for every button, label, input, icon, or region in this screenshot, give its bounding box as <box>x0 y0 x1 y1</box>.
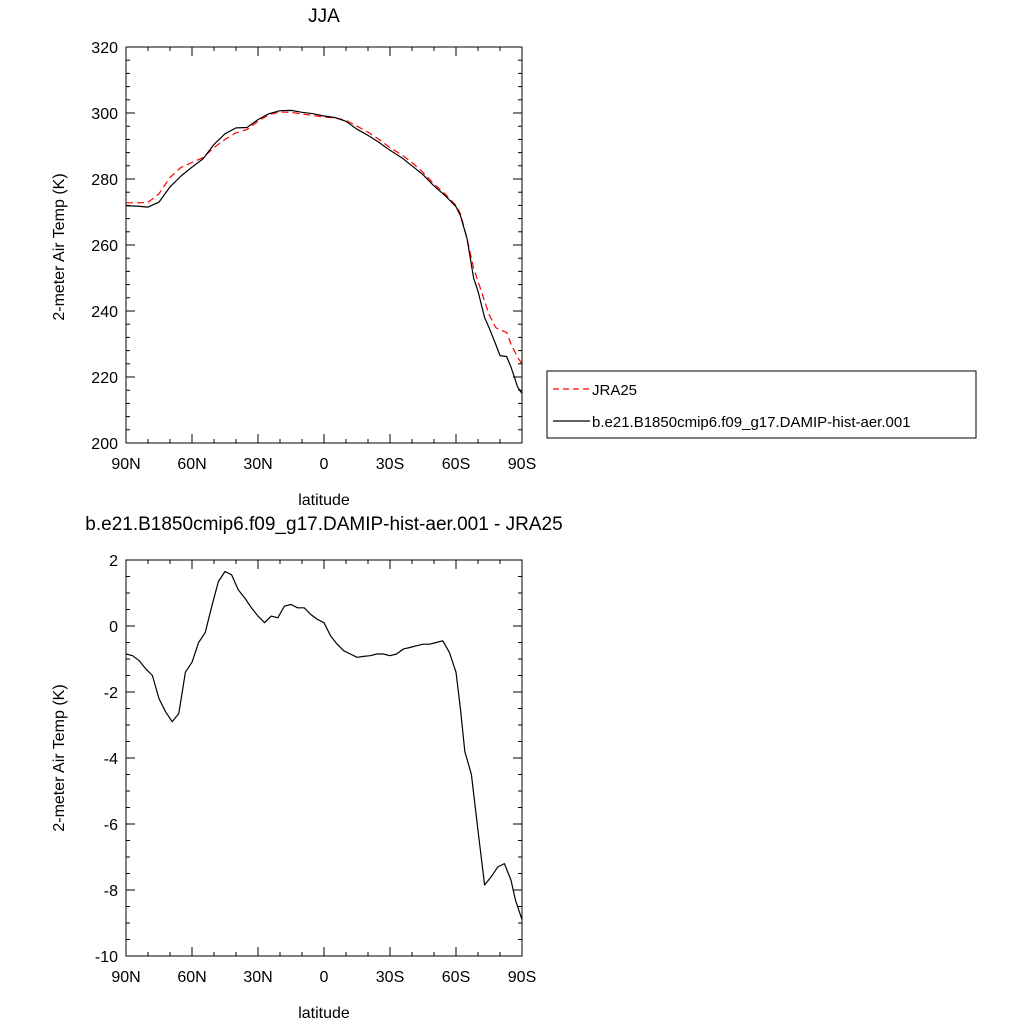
top-chart-y-tick-label: 240 <box>91 304 118 321</box>
bottom-chart-x-tick-label: 30N <box>243 969 272 986</box>
top-chart-y-tick-label: 260 <box>91 238 118 255</box>
bottom-chart-x-tick-label: 60N <box>177 969 206 986</box>
top-chart-y-tick-label: 320 <box>91 40 118 57</box>
bottom-chart-frame <box>125 559 523 957</box>
top-chart-x-tick-label: 0 <box>320 456 329 473</box>
bottom-chart-x-tick-label: 0 <box>320 969 329 986</box>
top-chart: JJA 90N 60N 30N 0 30S 60S 90S 200 220 240 260 280 30… <box>51 6 977 509</box>
top-chart-frame <box>125 46 523 444</box>
top-chart-series-b-e21-b1850cmip6-f09-g17-damip-hist-aer-001-line <box>125 109 523 394</box>
top-chart-series-jra25-line <box>126 111 523 365</box>
bottom-chart-y-tick-label: 2 <box>109 553 118 570</box>
top-chart-y-tick-label: 300 <box>91 106 118 123</box>
bottom-chart-plot-area: 90N 60N 30N 0 30S 60S 90S -10 -8 -6 -4 -2 0 2 <box>95 553 536 986</box>
bottom-chart-series-difference-line <box>125 570 523 920</box>
bottom-chart-x-tick-label: 60S <box>442 969 470 986</box>
bottom-chart-y-axis-label: 2-meter Air Temp (K) <box>51 684 68 831</box>
top-chart-x-tick-label: 90N <box>111 456 140 473</box>
legend-label-model: b.e21.B1850cmip6.f09_g17.DAMIP-hist-aer.… <box>592 414 911 431</box>
top-chart-y-axis-label: 2-meter Air Temp (K) <box>51 173 68 320</box>
bottom-chart-x-tick-label: 90N <box>111 969 140 986</box>
bottom-chart-y-tick-label: -2 <box>104 685 118 702</box>
top-chart-title: JJA <box>308 6 340 27</box>
top-chart-x-tick-label: 60N <box>177 456 206 473</box>
legend-label-jra25: JRA25 <box>592 382 637 399</box>
top-chart-y-tick-label: 220 <box>91 370 118 387</box>
top-chart-x-axis-label: latitude <box>298 492 350 509</box>
bottom-chart-x-axis-label: latitude <box>298 1005 350 1022</box>
top-chart-y-tick-label: 280 <box>91 172 118 189</box>
legend-box <box>546 370 977 439</box>
top-chart-x-tick-label: 90S <box>508 456 536 473</box>
top-chart-x-tick-label: 30N <box>243 456 272 473</box>
top-chart-x-tick-label: 30S <box>376 456 404 473</box>
bottom-chart-y-tick-label: -6 <box>104 817 118 834</box>
bottom-chart-title: b.e21.B1850cmip6.f09_g17.DAMIP-hist-aer.… <box>85 514 562 535</box>
bottom-chart-y-tick-label: -4 <box>104 751 118 768</box>
top-chart-y-tick-label: 200 <box>91 436 118 453</box>
bottom-chart-y-tick-label: 0 <box>109 619 118 636</box>
bottom-chart: b.e21.B1850cmip6.f09_g17.DAMIP-hist-aer.… <box>51 514 563 1022</box>
bottom-chart-x-tick-label: 90S <box>508 969 536 986</box>
legend: JRA25 b.e21.B1850cmip6.f09_g17.DAMIP-his… <box>546 370 977 439</box>
bottom-chart-y-tick-label: -8 <box>104 883 118 900</box>
top-chart-plot-area: 90N 60N 30N 0 30S 60S 90S 200 220 240 260 280 300 320 <box>91 40 536 473</box>
bottom-chart-x-tick-label: 30S <box>376 969 404 986</box>
bottom-chart-y-tick-label: -10 <box>95 949 118 966</box>
top-chart-x-tick-label: 60S <box>442 456 470 473</box>
